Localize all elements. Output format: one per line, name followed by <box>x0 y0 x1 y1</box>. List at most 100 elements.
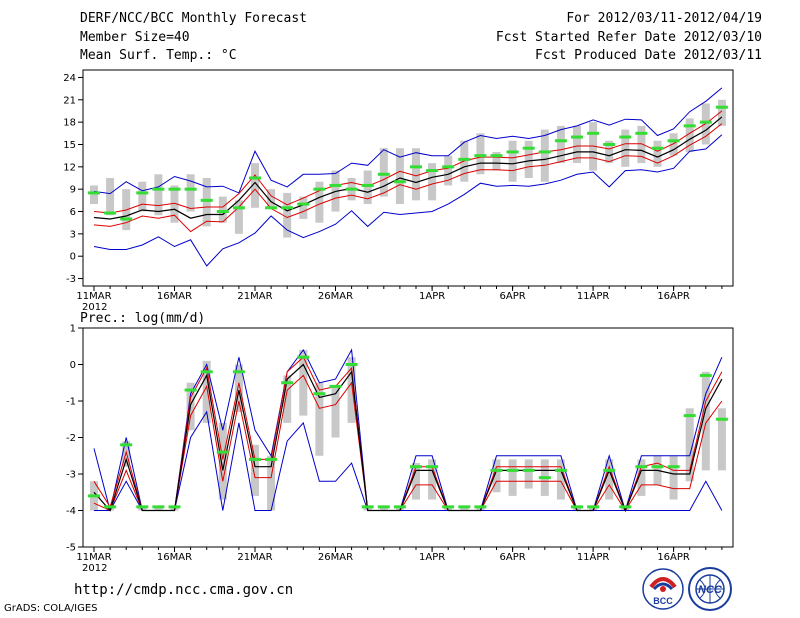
obs-marker <box>265 457 278 461</box>
plot-frame <box>82 69 734 287</box>
obs-marker <box>377 505 390 509</box>
ensemble-box <box>379 148 388 197</box>
x-year-label: 2012 <box>82 302 107 313</box>
obs-marker <box>393 180 406 184</box>
obs-marker <box>88 191 100 195</box>
ensemble-box <box>444 155 453 186</box>
ensemble-box <box>412 463 420 500</box>
y-tick-label: 21 <box>63 95 76 106</box>
bcc-logo: BCC <box>642 568 684 610</box>
x-tick-label: 16MAR <box>157 552 192 563</box>
ensemble-box <box>283 375 292 423</box>
obs-marker <box>88 494 100 498</box>
obs-marker <box>651 146 664 150</box>
obs-marker <box>410 165 422 169</box>
obs-marker <box>200 370 213 374</box>
obs-marker <box>249 176 261 180</box>
series-lower-spread <box>93 374 723 512</box>
obs-marker <box>683 124 696 128</box>
obs-marker <box>442 505 455 509</box>
y-tick-label: 12 <box>63 162 76 173</box>
obs-marker <box>426 465 439 469</box>
ensemble-box <box>202 360 211 423</box>
forecast-started-label: Fcst Started Refer Date 2012/03/10 <box>495 30 762 45</box>
ensemble-box <box>428 163 437 201</box>
ensemble-box <box>395 506 404 511</box>
ncc-logo-text: NCC <box>698 584 723 596</box>
ensemble-box <box>524 459 533 489</box>
obs-marker <box>361 505 374 509</box>
obs-marker <box>651 465 664 469</box>
ensemble-box <box>589 506 598 511</box>
ensemble-box <box>251 444 259 496</box>
ensemble-box <box>90 185 98 205</box>
ensemble-box <box>251 163 259 208</box>
obs-marker <box>297 202 310 206</box>
obs-marker <box>297 355 310 359</box>
ensemble-box <box>685 408 694 482</box>
x-tick-label: 11MAR <box>76 291 111 302</box>
precip-variable-label: Prec.: log(mm/d) <box>80 311 206 326</box>
y-tick-label: 6 <box>70 207 76 218</box>
series-ensemble-mean <box>93 363 723 513</box>
obs-marker <box>458 157 471 161</box>
ensemble-box <box>669 455 678 500</box>
obs-marker <box>184 187 197 191</box>
y-tick-label: -3 <box>66 470 76 481</box>
obs-marker <box>361 183 374 187</box>
x-tick-label: 26MAR <box>318 291 353 302</box>
ensemble-box <box>492 151 501 171</box>
ensemble-box <box>669 133 678 156</box>
ensemble-box <box>234 364 243 412</box>
member-size-label: Member Size=40 <box>80 30 190 45</box>
obs-marker <box>313 187 326 191</box>
ensemble-box <box>202 178 211 227</box>
series-ensemble-max <box>93 87 723 195</box>
x-tick-label: 1APR <box>419 552 445 563</box>
obs-marker <box>522 468 535 472</box>
ncc-logo: NCC <box>688 567 732 611</box>
obs-marker <box>538 150 551 154</box>
ensemble-box <box>218 196 227 223</box>
ensemble-box <box>315 181 324 223</box>
y-tick-label: 9 <box>70 185 76 196</box>
website-url[interactable]: http://cmdp.ncc.cma.gov.cn <box>74 582 294 598</box>
obs-marker <box>393 505 406 509</box>
ensemble-box <box>154 174 163 216</box>
forecast-period-label: For 2012/03/11-2012/04/19 <box>566 11 762 26</box>
grads-credit: GrADS: COLA/IGES <box>4 603 98 614</box>
ensemble-box <box>283 192 292 238</box>
ensemble-box <box>154 506 163 511</box>
obs-marker <box>474 505 487 509</box>
obs-marker <box>490 468 503 472</box>
ensemble-box <box>573 125 581 164</box>
series-upper-spread <box>93 356 723 512</box>
obs-marker <box>232 370 245 374</box>
obs-marker <box>635 465 648 469</box>
x-tick-label: 21MAR <box>237 291 272 302</box>
obs-marker <box>120 443 133 447</box>
ensemble-box <box>428 459 437 500</box>
obs-marker <box>442 165 455 169</box>
obs-marker <box>635 131 648 135</box>
obs-marker <box>345 363 358 366</box>
ensemble-box <box>556 459 565 500</box>
ensemble-box <box>331 386 340 438</box>
ensemble-box <box>637 125 646 164</box>
obs-marker <box>490 154 503 158</box>
y-tick-label: 3 <box>70 229 76 240</box>
ensemble-box <box>717 408 726 471</box>
obs-marker <box>506 468 519 472</box>
obs-marker <box>522 146 535 150</box>
ensemble-box <box>106 178 115 216</box>
obs-marker <box>603 142 616 146</box>
obs-marker <box>104 211 117 215</box>
ensemble-box <box>492 459 501 493</box>
ensemble-box <box>347 357 356 423</box>
x-tick-label: 11APR <box>577 552 610 563</box>
obs-marker <box>377 172 390 176</box>
series-lower-spread <box>93 123 723 233</box>
obs-marker <box>184 388 197 392</box>
obs-marker <box>715 105 728 109</box>
y-tick-label: -2 <box>66 433 76 444</box>
